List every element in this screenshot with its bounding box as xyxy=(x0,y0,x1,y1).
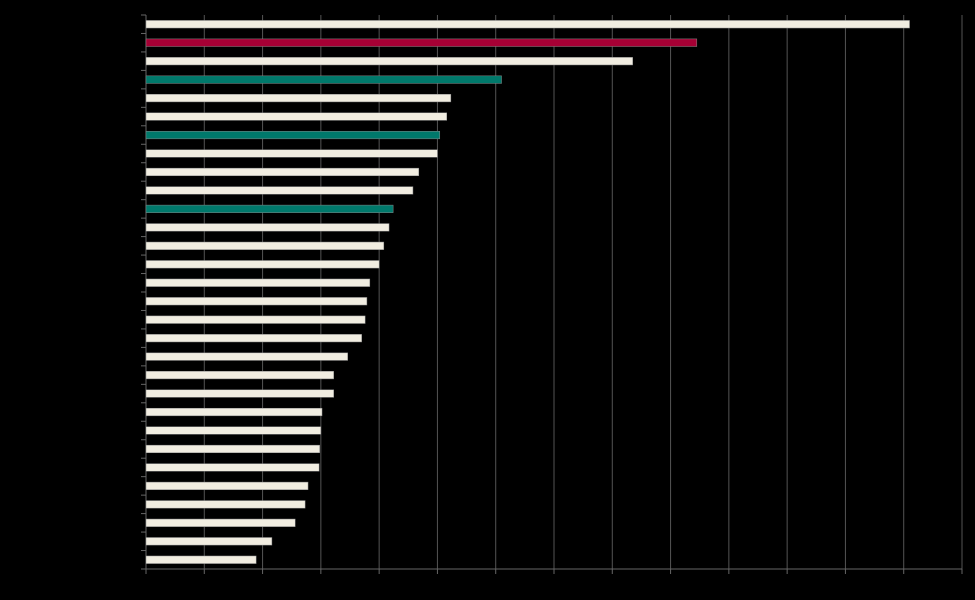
bar xyxy=(145,334,362,343)
bar xyxy=(145,167,420,177)
bar xyxy=(145,260,380,269)
bar xyxy=(145,315,366,324)
bar xyxy=(145,94,452,103)
bar xyxy=(145,204,394,213)
bar xyxy=(145,555,257,564)
bar xyxy=(145,537,273,546)
bar xyxy=(145,389,334,398)
bar xyxy=(145,278,371,287)
bar xyxy=(145,75,502,84)
bar xyxy=(145,426,322,435)
bar xyxy=(145,444,320,454)
bar xyxy=(145,371,334,380)
bar xyxy=(145,223,390,232)
bar xyxy=(145,500,306,509)
bar xyxy=(145,241,385,250)
bar xyxy=(145,407,323,417)
bar xyxy=(145,130,441,140)
bar xyxy=(145,518,296,527)
bar xyxy=(145,149,438,158)
bar xyxy=(145,352,348,361)
bar xyxy=(145,297,368,306)
bar xyxy=(145,481,309,490)
bar xyxy=(145,112,448,121)
bar xyxy=(145,38,698,47)
bar xyxy=(145,57,633,66)
bar xyxy=(145,186,414,195)
bar xyxy=(145,463,320,472)
bar xyxy=(145,20,910,29)
